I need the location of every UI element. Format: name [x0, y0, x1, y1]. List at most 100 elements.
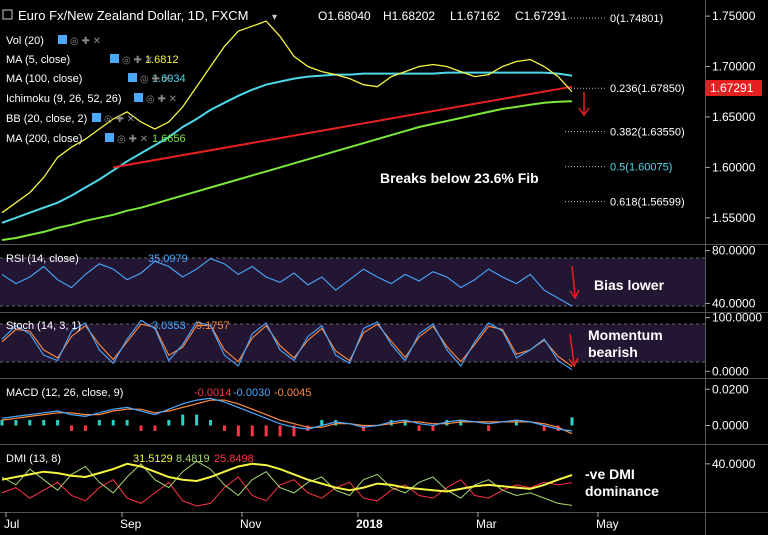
- macd-series: [1, 397, 573, 432]
- axis-tick-label: 1.65000: [712, 110, 756, 124]
- visibility-icon[interactable]: ◎ ✚ ✕: [117, 134, 148, 145]
- rsi-series: [1, 257, 573, 307]
- dmi-label[interactable]: DMI (13, 8): [6, 453, 61, 465]
- visibility-icon[interactable]: ◎ ✚ ✕: [70, 36, 101, 47]
- axis-tick-label: 0.0200: [712, 382, 749, 396]
- dmi-axis-ticks: 40.0000: [705, 457, 756, 471]
- legend-ichimoku[interactable]: Ichimoku (9, 26, 52, 26): [6, 93, 122, 105]
- legend-ma200[interactable]: MA (200, close): [6, 133, 82, 145]
- chart-header: Euro Fx/New Zealand Dollar, 1D, FXCM ▾ O…: [2, 8, 567, 23]
- time-tick-label: May: [596, 517, 619, 531]
- stoch-label[interactable]: Stoch (14, 3, 1): [6, 320, 81, 332]
- dmi-minus-series: [1, 476, 573, 507]
- axis-tick-label: 80.0000: [712, 244, 756, 258]
- macd-signal-value: -0.0045: [274, 387, 311, 399]
- time-tick-label: Nov: [240, 517, 261, 531]
- ma-series-2: [1, 100, 573, 241]
- settings-icon[interactable]: [128, 73, 137, 82]
- time-tick-label: Mar: [476, 517, 497, 531]
- axis-tick-label: 0.0000: [712, 419, 749, 433]
- settings-icon[interactable]: [58, 35, 67, 44]
- visibility-icon[interactable]: ◎ ✚ ✕: [122, 55, 153, 66]
- fib-level-label: 0.618(1.56599): [610, 197, 685, 209]
- legend-icon-buttons[interactable]: ◎ ✚ ✕ ◎ ✚ ✕ ◎ ✚ ✕ ◎ ✚ ✕ ◎ ✚ ✕ ◎ ✚ ✕: [58, 35, 177, 145]
- rsi-value: 35.0979: [148, 253, 188, 265]
- chevron-down-icon[interactable]: ▾: [272, 12, 277, 23]
- ohlc-open: O1.68040: [318, 9, 371, 23]
- stoch-d-series: [1, 323, 573, 367]
- time-tick-label: Jul: [4, 517, 19, 531]
- legend-settings-icons[interactable]: ◎ ✚ ✕: [92, 113, 135, 125]
- dmi-adx-value: 31.5129: [133, 453, 173, 465]
- ohlc-close: C1.67291: [515, 9, 567, 23]
- support-trendline: [113, 85, 573, 169]
- time-tick-label: Sep: [120, 517, 142, 531]
- dmi-plus-line: [1, 460, 573, 506]
- rsi-band: [0, 258, 705, 306]
- annotation-fib-break: Breaks below 23.6% Fib: [380, 170, 539, 186]
- fib-level-label: 0(1.74801): [610, 13, 663, 25]
- annotation-dmi-1: -ve DMI: [585, 466, 635, 482]
- axis-tick-label: 0.0000: [712, 364, 749, 378]
- legend-ma5-value: 1.6812: [145, 54, 179, 66]
- stoch-axis-ticks: 100.0000 0.0000: [705, 311, 762, 378]
- legend-settings-icons[interactable]: ◎ ✚ ✕: [128, 73, 171, 85]
- time-tick-label: 2018: [356, 517, 383, 531]
- annotation-dmi-2: dominance: [585, 483, 659, 499]
- ma200-line: [1, 100, 573, 241]
- settings-icon[interactable]: [134, 93, 143, 102]
- axis-tick-label: 40.0000: [712, 457, 756, 471]
- legend-ma100[interactable]: MA (100, close): [6, 73, 82, 85]
- ohlc-high: H1.68202: [383, 9, 435, 23]
- macd-hist-value: -0.0014: [194, 387, 231, 399]
- indicator-legend: Vol (20) MA (5, close) 1.6812 MA (100, c…: [6, 35, 186, 145]
- dmi-minus-value: 25.8498: [214, 453, 254, 465]
- annotation-bias-lower: Bias lower: [594, 277, 665, 293]
- rsi-line: [1, 257, 573, 307]
- legend-settings-icons[interactable]: ◎ ✚ ✕: [58, 35, 101, 47]
- rsi-down-arrow-icon: [569, 265, 580, 300]
- legend-settings-icons[interactable]: ◎ ✚ ✕: [110, 54, 153, 66]
- ohlc-low: L1.67162: [450, 9, 500, 23]
- axis-tick-label: 1.75000: [712, 9, 756, 23]
- stoch-k-series: [1, 319, 573, 371]
- legend-ma5[interactable]: MA (5, close): [6, 54, 70, 66]
- collapse-icon[interactable]: [2, 9, 13, 20]
- time-axis[interactable]: Jul Sep Nov 2018 Mar May: [4, 512, 619, 531]
- dmi-plus-series: [1, 460, 573, 506]
- dmi-adx-series: [1, 462, 573, 493]
- rsi-panel[interactable]: 80.0000 40.0000 RSI (14, close) 35.0979 B…: [0, 244, 756, 311]
- dmi-plus-value: 8.4819: [176, 453, 210, 465]
- legend-bb[interactable]: BB (20, close, 2): [6, 113, 87, 125]
- legend-settings-icons[interactable]: ◎ ✚ ✕: [134, 93, 177, 105]
- settings-icon[interactable]: [110, 54, 119, 63]
- rsi-label[interactable]: RSI (14, close): [6, 253, 79, 265]
- fib-level-label: 0.5(1.60075): [610, 162, 672, 174]
- legend-ma200-value: 1.6656: [152, 133, 186, 145]
- axis-tick-label: 100.0000: [712, 311, 762, 325]
- settings-icon[interactable]: [92, 113, 101, 122]
- visibility-icon[interactable]: ◎ ✚ ✕: [146, 94, 177, 105]
- macd-axis-ticks: 0.0200 0.0000: [705, 382, 749, 433]
- dmi-adx-line: [1, 462, 573, 493]
- legend-settings-icons[interactable]: ◎ ✚ ✕: [105, 133, 148, 145]
- axis-tick-label: 1.70000: [712, 60, 756, 74]
- stoch-k-line: [1, 319, 573, 371]
- ma-series-1: [1, 71, 573, 224]
- fibonacci-levels: 0(1.74801) 0.236(1.67850) 0.382(1.63550) 0.…: [565, 13, 685, 209]
- price-panel[interactable]: 0(1.74801) 0.236(1.67850) 0.382(1.63550) 0.…: [1, 8, 762, 241]
- settings-icon[interactable]: [105, 133, 114, 142]
- macd-label[interactable]: MACD (12, 26, close, 9): [6, 387, 123, 399]
- visibility-icon[interactable]: ◎ ✚ ✕: [140, 74, 171, 85]
- visibility-icon[interactable]: ◎ ✚ ✕: [104, 114, 135, 125]
- axis-tick-label: 1.60000: [712, 160, 756, 174]
- price-axis-ticks: 1.75000 1.70000 1.65000 1.60000 1.55000: [705, 9, 756, 225]
- stochastic-panel[interactable]: 100.0000 0.0000 Stoch (14, 3, 1) 3.0353 9…: [0, 311, 762, 379]
- annotation-momentum: Momentum: [588, 327, 663, 343]
- legend-vol[interactable]: Vol (20): [6, 35, 44, 47]
- dmi-panel[interactable]: 40.0000 DMI (13, 8) 31.5129 8.4819 25.84…: [1, 453, 756, 507]
- macd-panel[interactable]: 0.0200 0.0000 MACD (12, 26, close, 9) -0.…: [0, 382, 749, 437]
- symbol-title: Euro Fx/New Zealand Dollar, 1D, FXCM: [18, 8, 248, 23]
